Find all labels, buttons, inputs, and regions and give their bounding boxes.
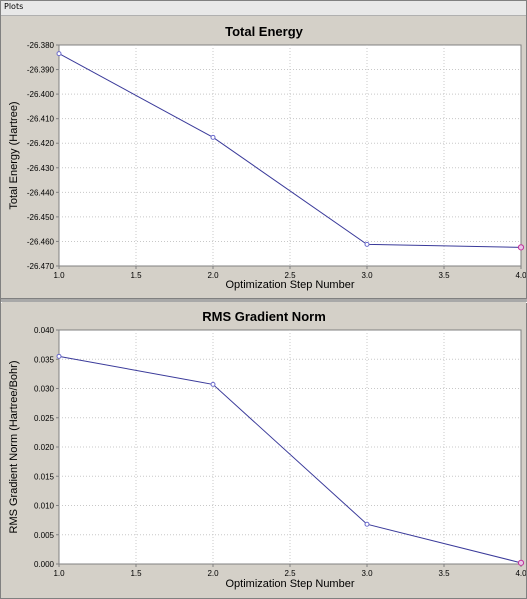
y-tick-label: -26.470	[27, 262, 55, 271]
x-tick-label: 1.0	[53, 569, 65, 578]
y-tick-label: -26.450	[27, 213, 55, 222]
x-tick-label: 4.0	[515, 569, 526, 578]
total-energy-chart: Total Energy 1.0 1.5 2.0 2.5 3.0 3.5 4.0 -26.380…	[8, 24, 526, 291]
data-point	[56, 353, 62, 359]
rms-gradient-chart: RMS Gradient Norm 1.0 1.5 2.0 2.5 3.0 3.5 4.0 0.…	[8, 309, 526, 590]
y-tick-label: -26.390	[27, 66, 55, 75]
x-tick-label: 2.0	[207, 569, 219, 578]
y-tick-label: 0.035	[34, 355, 55, 364]
chart-title: Total Energy	[225, 24, 304, 39]
y-tick-label: 0.025	[34, 414, 55, 423]
data-point	[364, 521, 370, 527]
y-tick-label: 0.030	[34, 385, 55, 394]
x-tick-label: 2.5	[284, 569, 296, 578]
data-point	[56, 51, 62, 57]
x-tick-label: 3.0	[361, 271, 373, 280]
data-point	[517, 244, 525, 251]
y-tick-label: -26.440	[27, 188, 55, 197]
total-energy-panel: Total Energy 1.0 1.5 2.0 2.5 3.0 3.5 4.0 -26.380…	[2, 16, 526, 298]
y-tick-label: -26.380	[27, 41, 55, 50]
x-tick-label: 3.5	[438, 271, 450, 280]
rms-gradient-panel: RMS Gradient Norm 1.0 1.5 2.0 2.5 3.0 3.5 4.0 0.…	[2, 302, 526, 598]
data-point	[210, 381, 216, 387]
data-point	[210, 134, 216, 140]
window-titlebar[interactable]: Plots	[1, 1, 526, 16]
y-tick-label: -26.420	[27, 139, 55, 148]
y-tick-label: 0.040	[34, 326, 55, 335]
y-axis-label: RMS Gradient Norm (Hartree/Bohr)	[8, 361, 20, 534]
x-tick-label: 2.5	[284, 271, 296, 280]
x-axis-label: Optimization Step Number	[226, 279, 355, 291]
chart-title: RMS Gradient Norm	[202, 309, 326, 324]
y-axis-label: Total Energy (Hartree)	[8, 101, 20, 209]
x-axis-label: Optimization Step Number	[226, 578, 355, 590]
y-tick-label: 0.000	[34, 560, 55, 569]
y-tick-label: 0.015	[34, 472, 55, 481]
x-tick-label: 4.0	[515, 271, 526, 280]
window-title: Plots	[4, 2, 24, 11]
y-tick-label: -26.400	[27, 90, 55, 99]
y-tick-label: -26.410	[27, 115, 55, 124]
x-tick-label: 1.5	[130, 569, 142, 578]
x-tick-label: 3.0	[361, 569, 373, 578]
y-tick-label: 0.010	[34, 502, 55, 511]
x-tick-label: 3.5	[438, 569, 450, 578]
data-point	[517, 559, 525, 566]
series-line	[58, 53, 522, 248]
x-tick-label: 1.5	[130, 271, 142, 280]
x-tick-label: 2.0	[207, 271, 219, 280]
series-line	[58, 355, 522, 564]
y-tick-label: 0.020	[34, 443, 55, 452]
data-point	[364, 241, 370, 247]
y-tick-label: -26.430	[27, 164, 55, 173]
y-tick-label: -26.460	[27, 237, 55, 246]
x-tick-label: 1.0	[53, 271, 65, 280]
y-tick-label: 0.005	[34, 531, 55, 540]
